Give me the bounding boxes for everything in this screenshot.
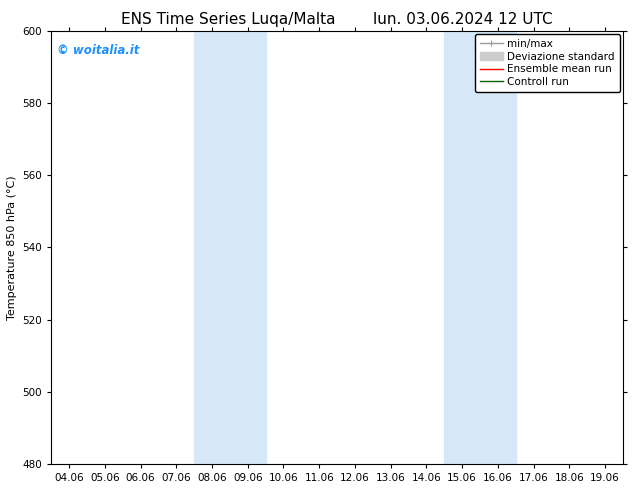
Text: © woitalia.it: © woitalia.it: [57, 44, 139, 57]
Text: ENS Time Series Luqa/Malta: ENS Time Series Luqa/Malta: [121, 12, 335, 27]
Y-axis label: Temperature 850 hPa (°C): Temperature 850 hPa (°C): [7, 175, 17, 319]
Text: lun. 03.06.2024 12 UTC: lun. 03.06.2024 12 UTC: [373, 12, 553, 27]
Bar: [444, 31, 515, 464]
Bar: [194, 31, 266, 464]
Legend: min/max, Deviazione standard, Ensemble mean run, Controll run: min/max, Deviazione standard, Ensemble m…: [475, 34, 620, 92]
